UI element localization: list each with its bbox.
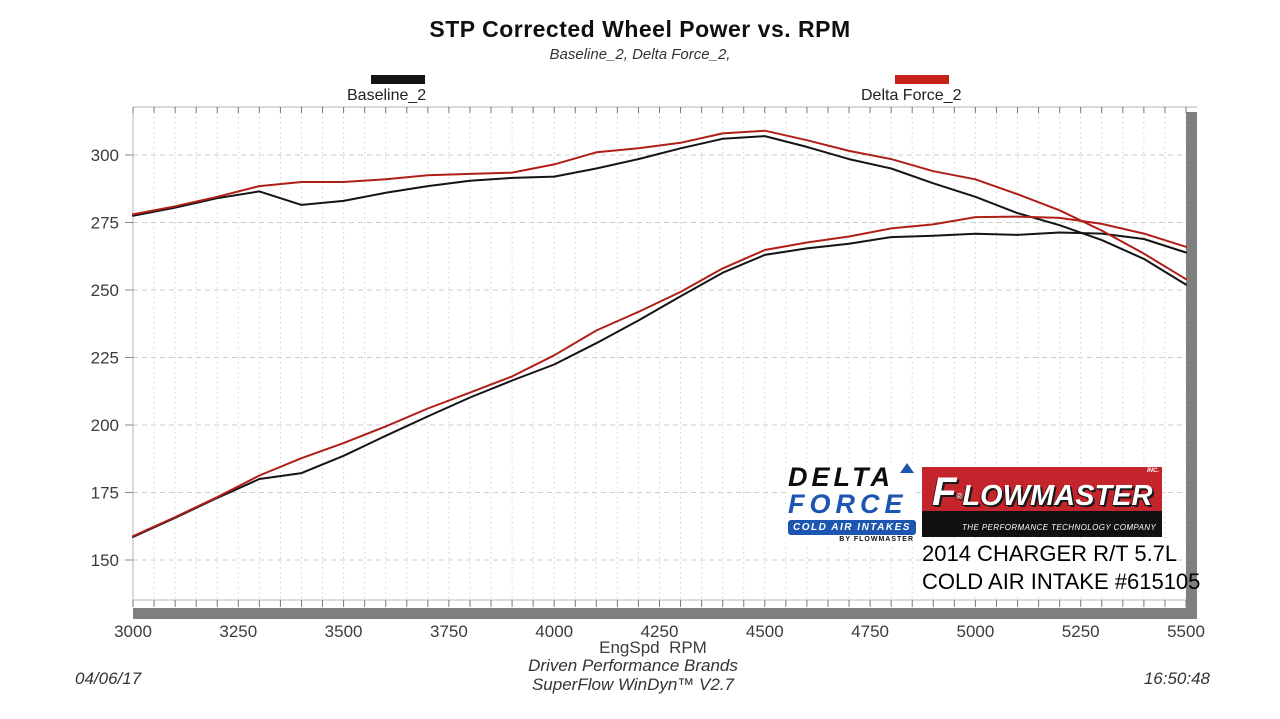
y-tick-label: 300 — [91, 146, 119, 165]
delta-force-logo: DELTA FORCE COLD AIR INTAKES BY FLOWMAST… — [786, 463, 916, 543]
delta-force-logo-by-flowmaster: BY FLOWMASTER — [839, 535, 914, 543]
series-curve-1 — [132, 231, 1187, 538]
flowmaster-inc-label: INC. — [1147, 468, 1159, 474]
delta-force-logo-word-delta: DELTA — [788, 463, 916, 491]
footer-software-line: SuperFlow WinDyn™ V2.7 — [531, 675, 735, 695]
series-curve-2 — [132, 129, 1187, 281]
x-tick-label: 5500 — [1167, 622, 1205, 641]
y-tick-label: 275 — [91, 214, 119, 233]
flowmaster-wordmark: F®LOWMASTER — [932, 470, 1153, 514]
flowmaster-logo: INC. F®LOWMASTER THE PERFORMANCE TECHNOL… — [922, 467, 1162, 537]
chart-subtitle: Baseline_2, Delta Force_2, — [549, 46, 731, 63]
flowmaster-tagline: THE PERFORMANCE TECHNOLOGY COMPANY — [962, 523, 1157, 532]
y-tick-label: 250 — [91, 281, 119, 300]
y-tick-label: 225 — [91, 349, 119, 368]
x-tick-label: 3500 — [325, 622, 363, 641]
x-tick-label: 4750 — [851, 622, 889, 641]
vehicle-annotation: 2014 CHARGER R/T 5.7L COLD AIR INTAKE #6… — [922, 540, 1201, 597]
legend-swatch-baseline — [371, 75, 425, 84]
series-curve-0 — [132, 135, 1187, 286]
x-axis-bar — [133, 608, 1197, 619]
x-tick-label: 3250 — [219, 622, 257, 641]
y-tick-label: 200 — [91, 416, 119, 435]
x-tick-label: 4000 — [535, 622, 573, 641]
vehicle-line-2: COLD AIR INTAKE #615105 — [922, 569, 1201, 595]
x-axis-title: EngSpd RPM — [599, 638, 707, 657]
chart-title: STP Corrected Wheel Power vs. RPM — [429, 16, 851, 42]
legend-swatch-delta-force — [895, 75, 949, 84]
vehicle-line-1: 2014 CHARGER R/T 5.7L — [922, 541, 1178, 566]
footer-date: 04/06/17 — [75, 669, 142, 688]
delta-force-logo-cold-air-intakes: COLD AIR INTAKES — [788, 519, 916, 535]
x-tick-label: 4250 — [641, 622, 679, 641]
x-tick-label: 4500 — [746, 622, 784, 641]
y-tick-label: 175 — [91, 484, 119, 503]
delta-force-logo-word-force: FORCE — [788, 488, 908, 519]
series-curve-3 — [132, 215, 1187, 538]
footer-brand-line: Driven Performance Brands — [528, 656, 738, 675]
x-tick-label: 3000 — [114, 622, 152, 641]
legend-label-baseline: Baseline_2 — [347, 87, 427, 104]
x-tick-label: 5250 — [1062, 622, 1100, 641]
y-tick-label: 150 — [91, 551, 119, 570]
x-tick-label: 5000 — [956, 622, 994, 641]
x-tick-label: 3750 — [430, 622, 468, 641]
flowmaster-logo-red-band — [922, 467, 1162, 511]
y-axis-bar — [1186, 112, 1197, 619]
legend-label-delta-force: Delta Force_2 — [861, 87, 962, 104]
footer-time: 16:50:48 — [1143, 669, 1210, 688]
footer-software-credit: Driven Performance Brands SuperFlow WinD… — [383, 656, 883, 694]
delta-a-triangle-icon — [900, 463, 914, 473]
